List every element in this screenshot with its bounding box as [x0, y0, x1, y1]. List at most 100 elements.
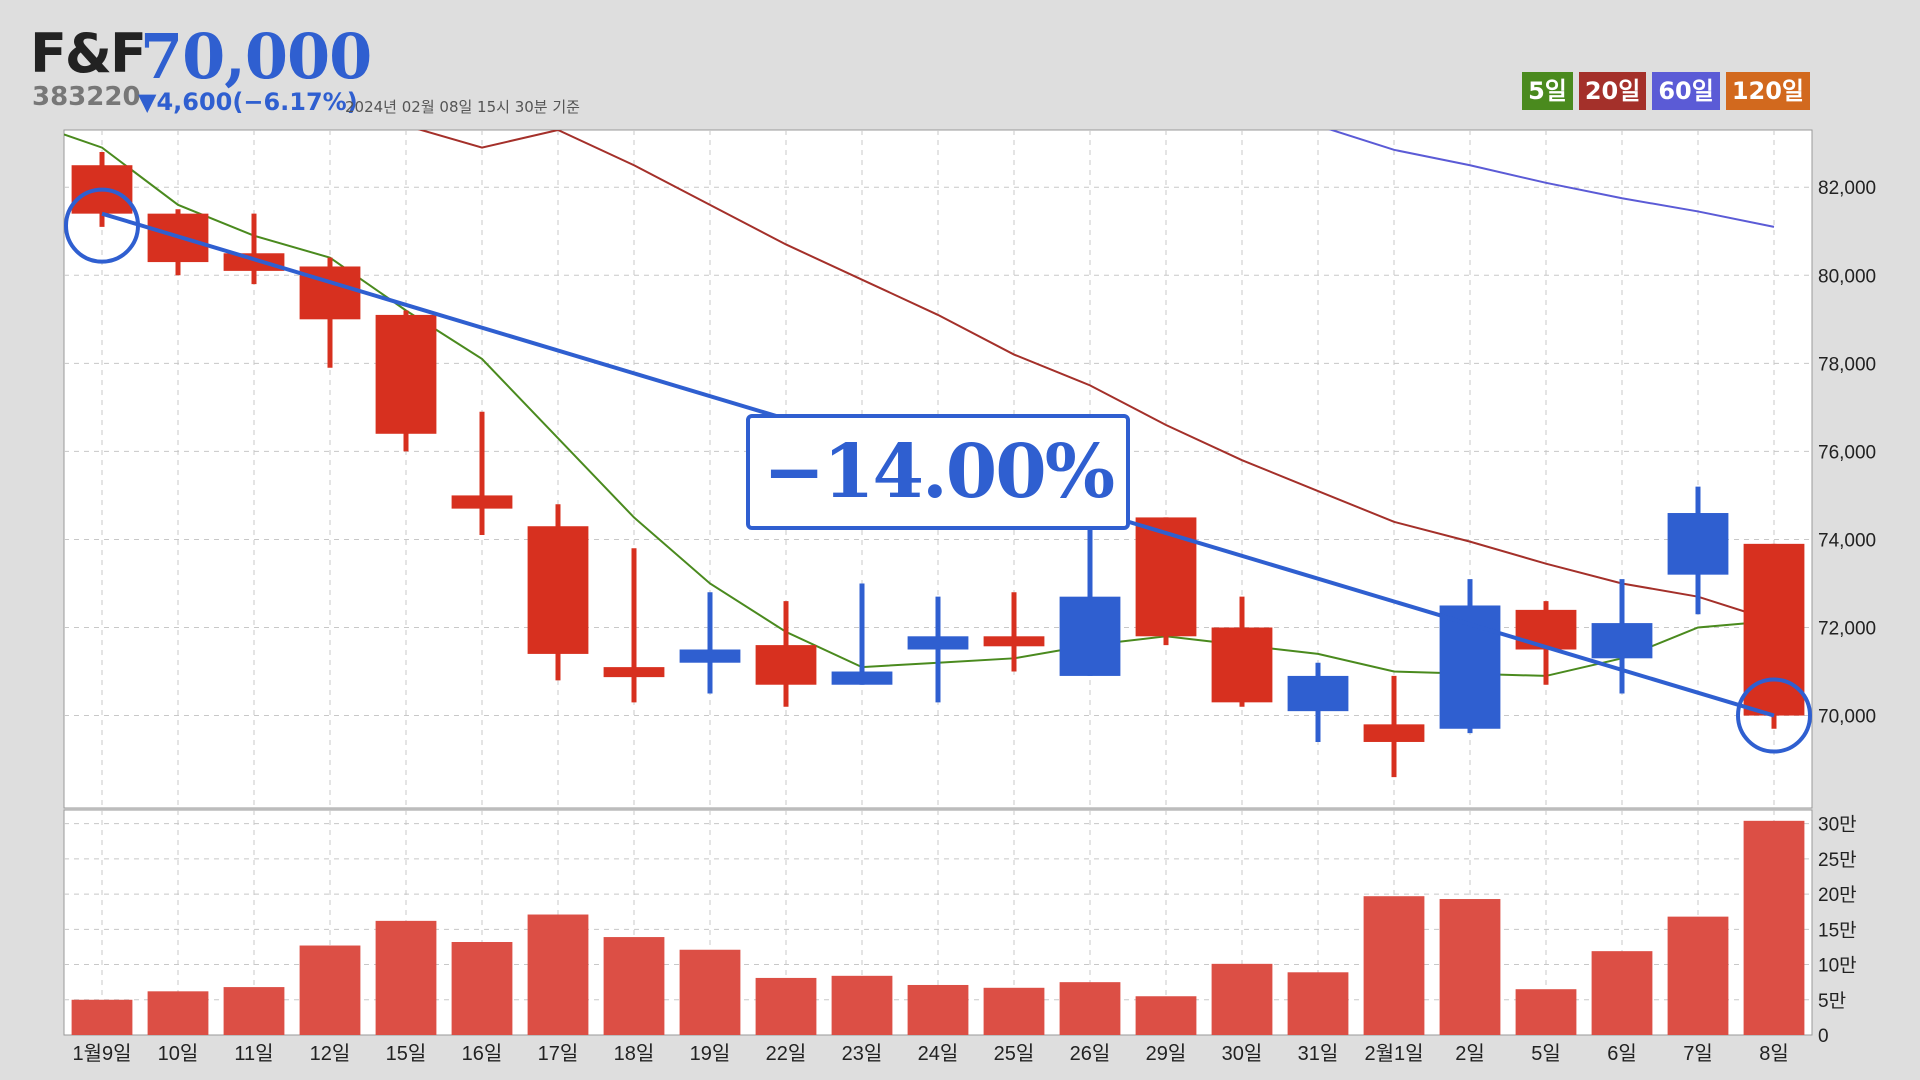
candle-body — [831, 671, 893, 685]
price-tick-label: 72,000 — [1818, 618, 1876, 639]
volume-bar — [1135, 996, 1197, 1035]
volume-tick-label: 10만 — [1818, 955, 1857, 977]
x-tick-label: 5일 — [1531, 1042, 1561, 1065]
volume-tick-label: 5만 — [1818, 990, 1846, 1012]
candle-body — [375, 314, 437, 434]
candle-body — [1667, 513, 1729, 575]
volume-bar — [1363, 896, 1425, 1035]
volume-bar — [679, 949, 741, 1035]
x-tick-label: 23일 — [842, 1042, 883, 1065]
volume-bar — [451, 942, 513, 1035]
candle-body — [451, 495, 513, 509]
volume-tick-label: 25만 — [1818, 849, 1857, 871]
x-tick-label: 2일 — [1455, 1042, 1485, 1065]
candle-body — [223, 253, 285, 271]
candle — [1667, 486, 1729, 615]
stock-code: 383220 — [32, 82, 141, 112]
volume-bar — [71, 999, 133, 1035]
price-tick-label: 78,000 — [1818, 354, 1876, 375]
x-tick-label: 24일 — [918, 1042, 959, 1065]
candle — [1591, 579, 1653, 694]
candle — [451, 411, 513, 536]
candle-body — [1743, 543, 1805, 716]
volume-bar — [375, 920, 437, 1035]
candle — [831, 583, 893, 685]
volume-bar — [1439, 899, 1501, 1035]
price-tick-label: 80,000 — [1818, 266, 1876, 287]
stock-name: F&F — [30, 22, 147, 85]
volume-bar — [223, 987, 285, 1035]
x-tick-label: 8일 — [1759, 1042, 1789, 1065]
price-change: ▼4,600(−6.17%) — [138, 88, 358, 116]
volume-bar — [1591, 951, 1653, 1035]
x-tick-label: 11일 — [234, 1042, 273, 1065]
x-tick-label: 16일 — [462, 1042, 503, 1065]
x-tick-label: 30일 — [1222, 1042, 1263, 1065]
candle-body — [1211, 627, 1273, 703]
volume-bar — [1211, 963, 1273, 1035]
candle — [1287, 662, 1349, 742]
x-tick-label: 18일 — [614, 1042, 655, 1065]
x-tick-label: 1월9일 — [72, 1042, 131, 1065]
price-tick-label: 74,000 — [1818, 530, 1876, 551]
x-tick-label: 15일 — [386, 1042, 427, 1065]
candle — [1059, 526, 1121, 676]
x-tick-label: 6일 — [1607, 1042, 1637, 1065]
candle — [299, 257, 361, 368]
volume-bar — [983, 987, 1045, 1035]
current-price: 70,000 — [140, 20, 372, 93]
volume-tick-label: 15만 — [1818, 919, 1857, 941]
x-tick-label: 10일 — [158, 1042, 199, 1065]
x-tick-label: 19일 — [690, 1042, 731, 1065]
x-tick-label: 12일 — [310, 1042, 351, 1065]
volume-bar — [603, 937, 665, 1035]
volume-tick-label: 0 — [1818, 1026, 1829, 1047]
volume-bar — [1743, 820, 1805, 1035]
end-point-circle — [1736, 677, 1812, 754]
legend-ma20: 20일 — [1578, 72, 1647, 110]
candle — [983, 592, 1045, 672]
volume-bar — [1287, 972, 1349, 1035]
price-tick-label: 70,000 — [1818, 707, 1876, 728]
price-tick-label: 82,000 — [1818, 178, 1876, 199]
volume-bar — [1667, 916, 1729, 1035]
candle-body — [755, 645, 817, 685]
candle-body — [603, 667, 665, 678]
price-tick-label: 76,000 — [1818, 442, 1876, 463]
candle — [755, 601, 817, 707]
timestamp-label: 2024년 02월 08일 15시 30분 기준 — [345, 98, 580, 116]
x-tick-label: 31일 — [1298, 1042, 1339, 1065]
candle — [1135, 517, 1197, 646]
candle — [375, 310, 437, 452]
x-tick-label: 7일 — [1683, 1042, 1713, 1065]
legend-ma60: 60일 — [1652, 72, 1720, 110]
ma20-line — [417, 130, 1775, 622]
volume-bar — [527, 914, 589, 1035]
candle — [1743, 543, 1805, 729]
candle-body — [1591, 623, 1653, 659]
candle — [1363, 675, 1425, 778]
volume-bar — [299, 945, 361, 1035]
candle-body — [1515, 609, 1577, 650]
candle — [603, 548, 665, 703]
change-callout-text: −14.00% — [762, 429, 1115, 515]
start-point-circle — [64, 187, 140, 264]
x-tick-label: 22일 — [766, 1042, 807, 1065]
legend-ma120: 120일 — [1725, 72, 1810, 110]
change-callout: −14.00% — [746, 414, 1130, 530]
volume-bar — [831, 975, 893, 1035]
volume-tick-label: 30만 — [1818, 814, 1857, 836]
volume-bar — [907, 984, 969, 1035]
candle-body — [1059, 596, 1121, 676]
x-tick-label: 17일 — [538, 1042, 579, 1065]
candle — [527, 504, 589, 681]
candle-body — [1287, 675, 1349, 712]
candle-body — [527, 526, 589, 654]
volume-bar — [1059, 982, 1121, 1035]
candle-body — [983, 636, 1045, 647]
moving-average-legend: 5일 20일 60일 120일 — [1522, 72, 1810, 110]
x-tick-label: 2월1일 — [1364, 1042, 1423, 1065]
candle — [1211, 596, 1273, 707]
candle-body — [1135, 517, 1197, 637]
